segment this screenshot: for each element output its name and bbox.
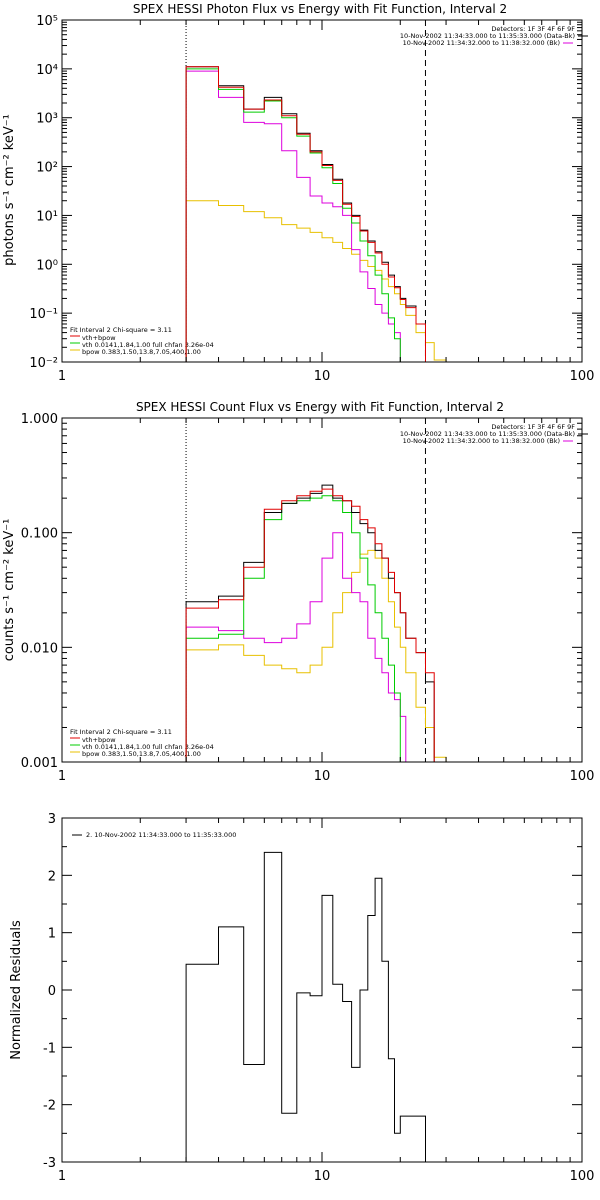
photon-flux-series-data — [185, 66, 435, 362]
count-flux-fit-total-label: vth+bpow — [82, 736, 116, 744]
count-flux-x-tick-label: 10 — [314, 769, 331, 784]
residuals-y-tick-label: 2 — [48, 869, 56, 884]
photon-flux-frame — [61, 19, 583, 363]
count-flux-data-interval-text: 10-Nov-2002 11:34:33.000 to 11:35:33.000… — [400, 430, 575, 438]
count-flux-fit-bpow-label: bpow 0.383,1.50,13.8,7.05,400,1.00 — [82, 750, 201, 758]
residuals-y-tick-label: 3 — [48, 812, 56, 827]
count-flux-x-tick-label: 1 — [58, 769, 66, 784]
count-flux-ylabel: counts s⁻¹ cm⁻² keV⁻¹ — [2, 519, 17, 662]
count-flux-bk-interval-text: 10-Nov-2002 11:34:32.000 to 11:38:32.000… — [403, 437, 560, 445]
photon-flux-bk-interval-text: 10-Nov-2002 11:34:32.000 to 11:38:32.000… — [403, 39, 560, 47]
residuals-x-tick-label: 10 — [314, 1169, 331, 1184]
count-flux-header: Detectors: 1F 3F 4F 6F 9F 10-Nov-2002 11… — [400, 423, 575, 445]
photon-flux-series-bpow — [185, 70, 416, 362]
photon-flux-x-tick-label: 100 — [570, 369, 595, 384]
residuals-panel: Normalized Residuals 2. 10-Nov-2002 11:3… — [9, 812, 594, 1184]
count-flux-x-tick-label: 100 — [570, 769, 595, 784]
photon-flux-ylabel: photons s⁻¹ cm⁻² keV⁻¹ — [2, 114, 17, 266]
residuals-series-data — [185, 851, 426, 1162]
residuals-y-tick-label: 1 — [48, 927, 56, 942]
count-flux-y-tick-label: 0.100 — [21, 527, 58, 542]
residuals-x-tick-label: 1 — [58, 1169, 66, 1184]
photon-flux-y-tick-label: 10¹ — [36, 209, 58, 224]
count-flux-detectors-text: Detectors: 1F 3F 4F 6F 9F — [491, 423, 575, 431]
count-flux-panel: SPEX HESSI Count Flux vs Energy with Fit… — [2, 400, 594, 784]
count-flux-y-tick-label: 0.001 — [21, 756, 58, 771]
count-flux-fit-vth-label: vth 0.0141,1.84,1.00 full chfan 3.26e-04 — [82, 743, 214, 751]
count-flux-y-tick-label: 0.010 — [21, 641, 58, 656]
count-flux-series-vth — [185, 495, 406, 762]
count-flux-fit-interval-text: Fit Interval 2 Chi-square = 3.11 — [70, 728, 172, 736]
photon-flux-y-tick-label: 10⁴ — [36, 63, 58, 78]
count-flux-y-tick-label: 1.000 — [21, 412, 58, 427]
photon-flux-fit-bpow-label: bpow 0.383,1.50,13.8,7.05,400,1.00 — [82, 348, 201, 356]
residuals-y-tick-label: -2 — [43, 1099, 56, 1114]
count-flux-series-total — [185, 488, 435, 762]
residuals-legend-text: 2. 10-Nov-2002 11:34:33.000 to 11:35:33.… — [86, 831, 236, 839]
photon-flux-y-tick-label: 10² — [36, 161, 58, 176]
residuals-y-tick-label: -1 — [43, 1041, 56, 1056]
photon-flux-y-tick-label: 10⁵ — [36, 14, 58, 29]
residuals-y-tick-label: -3 — [43, 1156, 56, 1171]
photon-flux-panel: SPEX HESSI Photon Flux vs Energy with Fi… — [2, 2, 594, 384]
photon-flux-detectors-text: Detectors: 1F 3F 4F 6F 9F — [491, 25, 575, 33]
photon-flux-fit-interval-text: Fit Interval 2 Chi-square = 3.11 — [70, 326, 172, 334]
photon-flux-x-tick-label: 10 — [314, 369, 331, 384]
photon-flux-y-tick-label: 10³ — [36, 112, 58, 127]
photon-flux-header: Detectors: 1F 3F 4F 6F 9F 10-Nov-2002 11… — [400, 25, 575, 47]
residuals-x-tick-label: 100 — [570, 1169, 595, 1184]
photon-flux-title: SPEX HESSI Photon Flux vs Energy with Fi… — [133, 2, 507, 16]
photon-flux-series-vth — [185, 68, 406, 362]
photon-flux-y-tick-label: 10⁻¹ — [29, 307, 58, 322]
photon-flux-y-tick-label: 10⁻² — [29, 356, 58, 371]
count-flux-fit-info: Fit Interval 2 Chi-square = 3.11 vth+bpo… — [70, 728, 214, 758]
photon-flux-x-tick-label: 1 — [58, 369, 66, 384]
residuals-y-tick-label: 0 — [48, 984, 56, 999]
count-flux-title: SPEX HESSI Count Flux vs Energy with Fit… — [136, 400, 504, 414]
photon-flux-y-tick-label: 10⁰ — [36, 258, 58, 273]
photon-flux-series-total — [185, 66, 435, 362]
photon-flux-fit-vth-label: vth 0.0141,1.84,1.00 full chfan 3.26e-04 — [82, 341, 214, 349]
photon-flux-series-bpow2 — [185, 200, 447, 362]
residuals-ylabel: Normalized Residuals — [9, 920, 24, 1060]
count-flux-series-bpow2 — [185, 549, 447, 762]
photon-flux-fit-total-label: vth+bpow — [82, 334, 116, 342]
photon-flux-fit-info: Fit Interval 2 Chi-square = 3.11 vth+bpo… — [70, 326, 214, 356]
count-flux-series-bpow — [185, 532, 416, 762]
photon-flux-data-interval-text: 10-Nov-2002 11:34:33.000 to 11:35:33.000… — [400, 32, 575, 40]
